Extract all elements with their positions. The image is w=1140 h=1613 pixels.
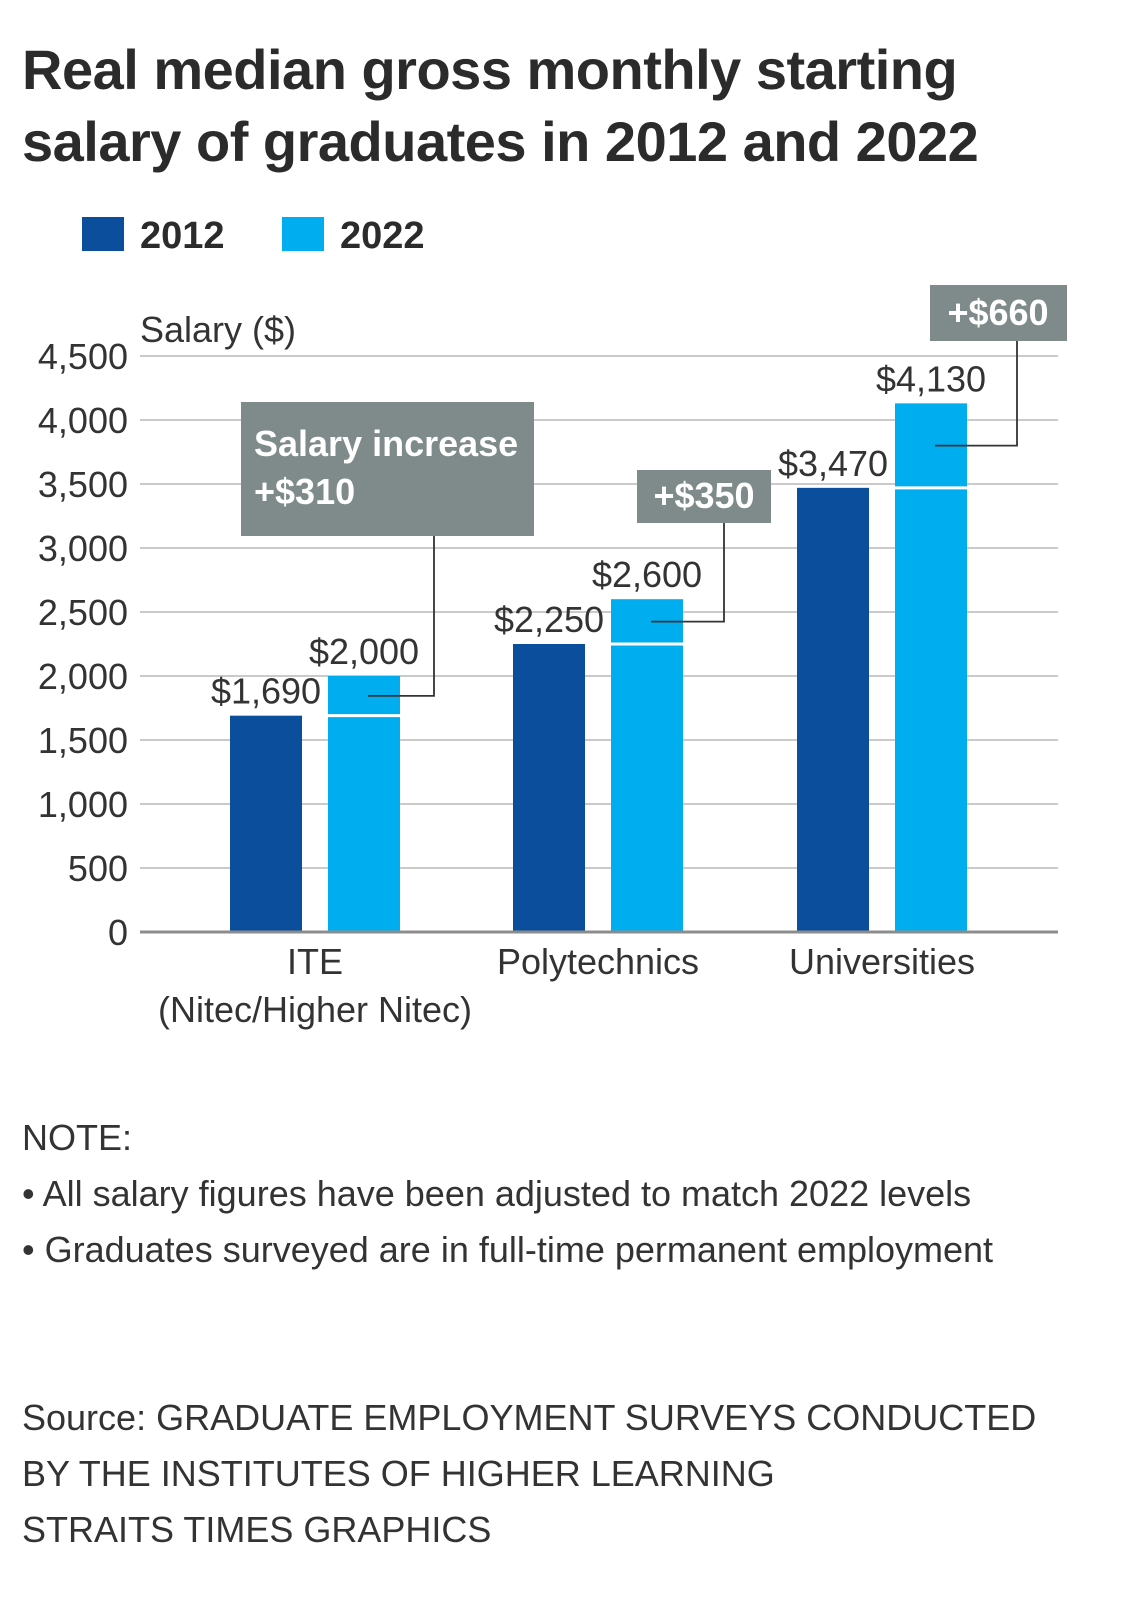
bar-2022-uni <box>895 403 967 932</box>
callout-box-uni <box>930 285 1067 341</box>
callout-leader-ite <box>368 536 435 697</box>
y-tick-label: 4,000 <box>38 400 128 441</box>
bar-2012-uni <box>797 487 869 932</box>
y-tick-label: 3,000 <box>38 528 128 569</box>
x-tick-label-uni: Universities <box>789 941 975 982</box>
legend-label-2022: 2022 <box>340 215 425 257</box>
note-item: • Graduates surveyed are in full-time pe… <box>22 1229 994 1270</box>
x-tick-label-poly: Polytechnics <box>497 941 699 982</box>
bar-2022-ite <box>328 676 400 932</box>
callout-leader-uni <box>935 341 1018 447</box>
legend-label-2012: 2012 <box>140 215 225 257</box>
value-label-2022-ite: $2,000 <box>309 631 419 672</box>
value-label-2022-uni: $4,130 <box>876 358 986 399</box>
source: Source: GRADUATE EMPLOYMENT SURVEYS COND… <box>22 1390 1036 1558</box>
chart-title: Real median gross monthly starting salar… <box>22 34 1102 178</box>
callout-text-poly: +$350 <box>653 475 754 516</box>
callout-text-uni: +$660 <box>947 292 1048 333</box>
notes: NOTE: • All salary figures have been adj… <box>22 1110 993 1278</box>
notes-heading: NOTE: <box>22 1117 133 1158</box>
y-tick-label: 2,000 <box>38 656 128 697</box>
value-label-2022-poly: $2,600 <box>592 554 702 595</box>
bar-chart: 2012 2022 Salary ($) 0 500 1,000 1,500 2,000 2,5… <box>38 215 1067 1030</box>
x-tick-label-ite: ITE <box>287 941 343 982</box>
y-axis-title: Salary ($) <box>140 309 296 350</box>
callout-text-ite: Salary increase <box>254 423 518 464</box>
credit-line: STRAITS TIMES GRAPHICS <box>22 1509 492 1550</box>
value-label-2012-uni: $3,470 <box>778 443 888 484</box>
x-tick-label-ite: (Nitec/Higher Nitec) <box>158 989 472 1030</box>
legend-swatch-2012 <box>82 217 124 251</box>
bar-2022-poly <box>611 599 683 932</box>
y-tick-label: 1,500 <box>38 720 128 761</box>
legend-swatch-2022 <box>282 217 324 251</box>
bar-2012-poly <box>513 644 585 932</box>
callout-leader-poly <box>651 523 725 623</box>
chart-title-line-1: Real median gross monthly starting <box>22 38 958 101</box>
y-tick-label: 4,500 <box>38 336 128 377</box>
y-tick-label: 0 <box>108 912 128 953</box>
chart-title-line-2: salary of graduates in 2012 and 2022 <box>22 110 979 173</box>
value-label-2012-ite: $1,690 <box>211 671 321 712</box>
source-line: Source: GRADUATE EMPLOYMENT SURVEYS COND… <box>22 1397 1037 1438</box>
y-tick-label: 2,500 <box>38 592 128 633</box>
y-tick-label: 1,000 <box>38 784 128 825</box>
callout-box-ite <box>241 402 534 536</box>
callout-text-ite: +$310 <box>254 471 355 512</box>
value-label-2012-poly: $2,250 <box>494 599 604 640</box>
note-item: • All salary figures have been adjusted … <box>22 1173 972 1214</box>
callout-box-poly <box>637 470 771 523</box>
y-tick-label: 500 <box>68 848 128 889</box>
source-line: BY THE INSTITUTES OF HIGHER LEARNING <box>22 1453 775 1494</box>
y-tick-label: 3,500 <box>38 464 128 505</box>
bar-2012-ite <box>230 715 302 932</box>
